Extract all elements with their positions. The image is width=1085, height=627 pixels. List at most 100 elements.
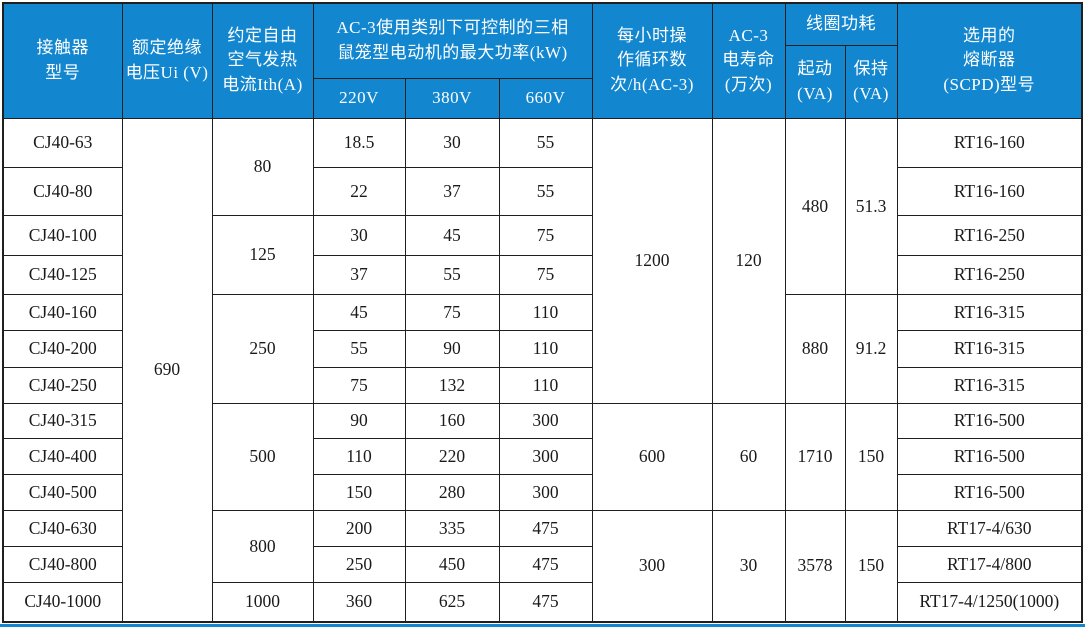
cell-fuse: RT16-250: [896, 214, 1083, 256]
cell-model: CJ40-500: [2, 473, 123, 511]
cell-power-380: 55: [404, 254, 500, 295]
header-ac3-max-power: AC-3使用类别下可控制的三相 鼠笼型电动机的最大功率(kW): [312, 2, 593, 79]
cell-power-380: 132: [404, 366, 500, 404]
cell-ith: 500: [211, 402, 314, 511]
bottom-edge-bar: [0, 624, 1085, 627]
table-row: CJ40-315 500 90 160 300 600 60 1710 150 …: [2, 402, 1083, 511]
header-row-2: 起动 (VA) 保持 (VA): [3, 44, 1082, 119]
table-row: CJ40-160 250 45 75 110 880 91.2 RT16-315: [2, 293, 1083, 404]
cell-electrical-life: 120: [711, 117, 786, 404]
header-fuse-type: 选用的 熔断器 (SCPD)型号: [896, 2, 1083, 119]
cell-fuse: RT16-500: [896, 473, 1083, 511]
cell-ith: 1000: [211, 581, 314, 623]
cell-power-220: 250: [312, 545, 406, 583]
cell-power-380: 37: [404, 166, 500, 216]
cell-model: CJ40-400: [2, 437, 123, 475]
cell-model: CJ40-80: [2, 166, 123, 216]
table-row: CJ40-400 110 220 300 RT16-500: [2, 437, 1083, 475]
header-coil-power: 线圈功耗: [784, 2, 898, 46]
cell-coil-start: 880: [784, 293, 846, 404]
header-coil-hold: 保持 (VA): [844, 44, 898, 119]
cell-ops-per-hour: 600: [591, 402, 713, 511]
header-660v: 660V: [498, 77, 593, 119]
cell-electrical-life: 60: [711, 402, 786, 511]
cell-power-660: 55: [498, 117, 593, 168]
cell-fuse: RT17-4/800: [896, 545, 1083, 583]
cell-power-660: 475: [498, 581, 593, 623]
cell-power-660: 55: [498, 166, 593, 216]
cell-power-660: 475: [498, 509, 593, 547]
cell-fuse: RT16-500: [896, 437, 1083, 475]
cell-coil-start: 1710: [784, 402, 846, 511]
cell-power-660: 300: [498, 473, 593, 511]
cell-model: CJ40-100: [2, 214, 123, 256]
cell-coil-start: 480: [784, 117, 846, 295]
cell-model: CJ40-200: [2, 329, 123, 368]
cell-power-380: 450: [404, 545, 500, 583]
table-row: CJ40-250 75 132 110 RT16-315: [2, 366, 1083, 404]
cell-power-220: 110: [312, 437, 406, 475]
cell-ith: 125: [211, 214, 314, 295]
cell-power-660: 300: [498, 402, 593, 439]
cell-fuse: RT17-4/630: [896, 509, 1083, 547]
cell-ith: 80: [211, 117, 314, 216]
cell-power-660: 75: [498, 214, 593, 256]
cell-power-380: 220: [404, 437, 500, 475]
cell-fuse: RT16-315: [896, 329, 1083, 368]
cell-power-220: 22: [312, 166, 406, 216]
cell-power-380: 160: [404, 402, 500, 439]
cell-power-660: 75: [498, 254, 593, 295]
cell-ith: 250: [211, 293, 314, 404]
cell-model: CJ40-1000: [2, 581, 123, 623]
header-380v: 380V: [404, 77, 500, 119]
cell-power-220: 90: [312, 402, 406, 439]
cell-power-220: 37: [312, 254, 406, 295]
cell-model: CJ40-630: [2, 509, 123, 547]
cell-fuse: RT16-500: [896, 402, 1083, 439]
header-row-3: 220V 380V 660V: [3, 77, 1082, 119]
cell-power-380: 45: [404, 214, 500, 256]
cell-power-660: 110: [498, 329, 593, 368]
cell-electrical-life: 30: [711, 509, 786, 623]
cell-power-220: 55: [312, 329, 406, 368]
table-row: CJ40-63 690 80 18.5 30 55 1200 120 480 5…: [2, 117, 1083, 623]
table-row: CJ40-125 37 55 75 RT16-250: [2, 254, 1083, 295]
table-row: CJ40-630 800 200 335 475 300 30 3578 150…: [2, 509, 1083, 623]
header-model: 接触器 型号: [2, 2, 123, 119]
cell-power-660: 475: [498, 545, 593, 583]
table-row: CJ40-1000 1000 360 625 475 RT17-4/1250(1…: [2, 581, 1083, 623]
cell-coil-start: 3578: [784, 509, 846, 623]
cell-ui-voltage: 690: [121, 117, 213, 623]
cell-power-220: 30: [312, 214, 406, 256]
cell-power-380: 625: [404, 581, 500, 623]
cell-power-380: 90: [404, 329, 500, 368]
header-rated-insulation-voltage: 额定绝缘 电压Ui (V): [121, 2, 213, 119]
cell-model: CJ40-315: [2, 402, 123, 439]
table-row: CJ40-800 250 450 475 RT17-4/800: [2, 545, 1083, 583]
header-thermal-current: 约定自由 空气发热 电流Ith(A): [211, 2, 314, 119]
header-coil-start: 起动 (VA): [784, 44, 846, 119]
cell-power-220: 45: [312, 293, 406, 331]
cell-power-380: 30: [404, 117, 500, 168]
table-row: CJ40-200 55 90 110 RT16-315: [2, 329, 1083, 368]
cell-coil-hold: 51.3: [844, 117, 898, 295]
cell-coil-hold: 150: [844, 509, 898, 623]
table-row: CJ40-500 150 280 300 RT16-500: [2, 473, 1083, 511]
cell-model: CJ40-800: [2, 545, 123, 583]
cell-power-380: 75: [404, 293, 500, 331]
cell-ops-per-hour: 300: [591, 509, 713, 623]
cell-model: CJ40-63: [2, 117, 123, 168]
header-220v: 220V: [312, 77, 406, 119]
cell-fuse: RT16-160: [896, 166, 1083, 216]
cell-fuse: RT16-315: [896, 366, 1083, 404]
cell-power-220: 18.5: [312, 117, 406, 168]
cell-power-220: 200: [312, 509, 406, 547]
table-row: CJ40-100 125 30 45 75 RT16-250: [2, 214, 1083, 295]
cell-power-220: 150: [312, 473, 406, 511]
cell-ith: 800: [211, 509, 314, 583]
cell-fuse: RT16-250: [896, 254, 1083, 295]
cell-model: CJ40-250: [2, 366, 123, 404]
header-electrical-life: AC-3 电寿命 (万次): [711, 2, 786, 119]
